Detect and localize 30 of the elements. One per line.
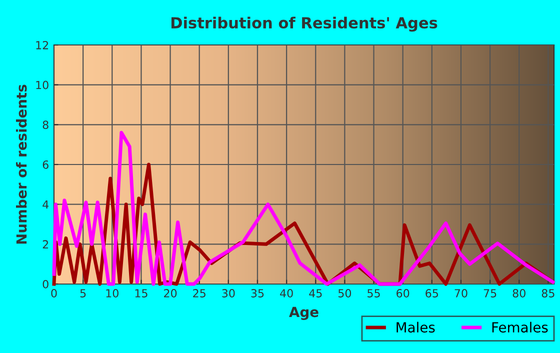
legend-label: Males — [396, 322, 435, 333]
x-tick-label: 80 — [512, 289, 526, 298]
y-axis-title: Number of residents — [16, 84, 27, 244]
y-tick-label: 8 — [42, 120, 48, 130]
x-tick-label: 15 — [135, 289, 148, 298]
x-tick-label: 20 — [164, 289, 177, 298]
x-tick-label: 70 — [454, 289, 468, 298]
y-tick-label: 10 — [36, 80, 48, 90]
legend-label: Females — [492, 322, 548, 333]
x-tick-label: 25 — [193, 289, 206, 298]
x-tick-label: 60 — [396, 289, 410, 298]
x-tick-label: 5 — [80, 289, 86, 298]
chart-title: Distribution of Residents' Ages — [171, 16, 438, 32]
x-tick-label: 45 — [309, 289, 322, 298]
y-tick-label: 4 — [42, 200, 49, 209]
x-tick-label: 50 — [338, 289, 352, 298]
y-tick-label: 12 — [36, 40, 48, 50]
x-axis-title: Age — [289, 306, 318, 320]
x-tick-label: 0 — [51, 289, 57, 298]
y-tick-label: 2 — [42, 240, 48, 248]
x-tick-label: 40 — [280, 289, 293, 298]
x-tick-label: 85 — [542, 289, 554, 298]
x-tick-label: 10 — [106, 289, 118, 298]
y-tick-label: 6 — [42, 160, 48, 169]
x-tick-label: 75 — [484, 289, 496, 298]
y-tick-label: 0 — [42, 280, 48, 288]
x-tick-label: 65 — [426, 289, 438, 298]
x-tick-label: 55 — [368, 289, 380, 298]
x-tick-label: 30 — [222, 289, 235, 298]
x-tick-label: 35 — [251, 289, 264, 298]
